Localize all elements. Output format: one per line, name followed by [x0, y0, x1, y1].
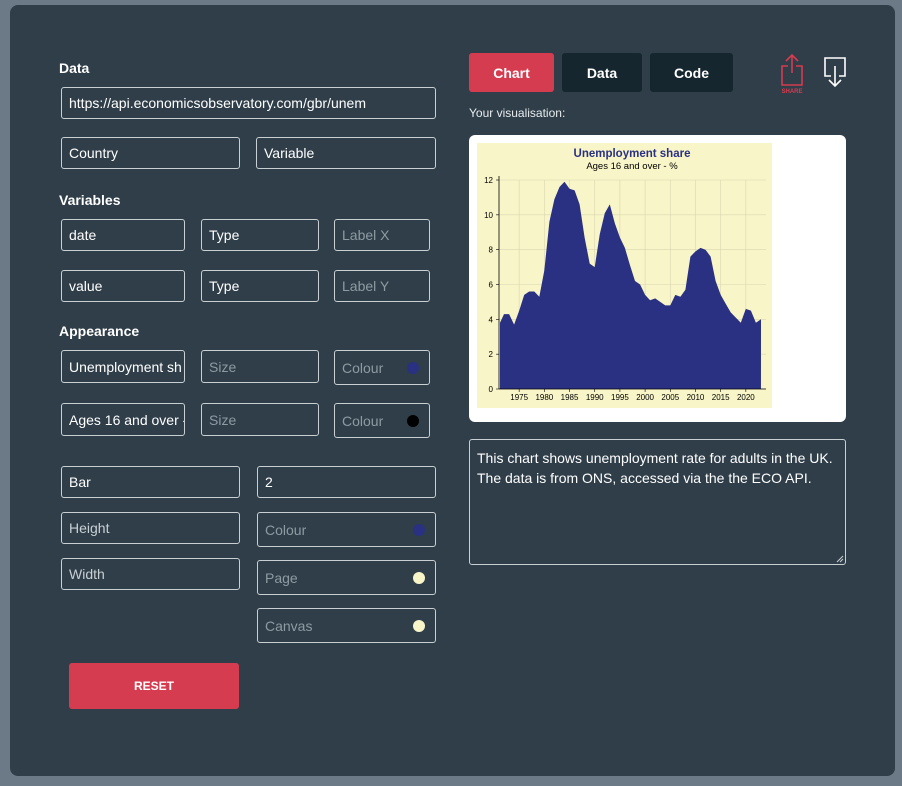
tab-data[interactable]: Data [562, 53, 642, 92]
y-variable-input[interactable]: value [61, 270, 185, 302]
x-tick-label: 1995 [611, 393, 629, 402]
y-tick-label: 8 [489, 246, 494, 255]
canvas-colour-input[interactable]: Canvas [257, 608, 436, 643]
description-textarea[interactable]: This chart shows unemployment rate for a… [469, 439, 846, 565]
share-label: SHARE [781, 89, 803, 95]
resize-handle-icon[interactable] [836, 555, 844, 563]
chart-axes [498, 176, 766, 390]
page-colour-swatch[interactable] [413, 571, 425, 584]
tab-code[interactable]: Code [650, 53, 733, 92]
variables-section-label: Variables [59, 192, 121, 208]
chart-type-input[interactable]: Bar [61, 466, 240, 498]
y-tick-label: 2 [489, 350, 494, 359]
title-colour-swatch[interactable] [407, 361, 419, 374]
bar-width-input[interactable]: 2 [257, 466, 436, 498]
x-tick-label: 2005 [661, 393, 679, 402]
visualisation-label: Your visualisation: [469, 106, 566, 120]
subtitle-colour-label: Colour [342, 412, 384, 429]
chart-title: Unemployment share [574, 148, 691, 160]
subtitle-colour-input[interactable]: Colour [334, 403, 430, 438]
data-section-label: Data [59, 60, 90, 76]
page-colour-input[interactable]: Page [257, 560, 436, 595]
tab-chart[interactable]: Chart [469, 53, 554, 92]
x-tick-label: 2015 [712, 393, 730, 402]
y-tick-label: 4 [489, 315, 494, 324]
canvas-colour-label: Canvas [265, 617, 313, 634]
y-tick-label: 10 [484, 211, 493, 220]
x-tick-label: 2020 [737, 393, 755, 402]
description-text: This chart shows unemployment rate for a… [477, 450, 833, 486]
chart-subtitle: Ages 16 and over - % [586, 161, 678, 172]
x-tick-label: 1980 [535, 393, 553, 402]
title-colour-input[interactable]: Colour [334, 350, 430, 385]
unemployment-chart: Unemployment share Ages 16 and over - % … [477, 143, 772, 408]
y-tick-label: 6 [489, 281, 494, 290]
share-icon[interactable] [780, 53, 804, 87]
subtitle-size-input[interactable]: Size [201, 403, 319, 436]
x-tick-label: 1990 [586, 393, 604, 402]
subtitle-input[interactable]: Ages 16 and over - [61, 403, 185, 436]
x-tick-label: 1975 [510, 393, 528, 402]
canvas-colour-swatch[interactable] [413, 619, 425, 632]
series-area [500, 181, 761, 389]
y-tick-label: 0 [489, 385, 494, 394]
api-url-input[interactable]: https://api.economicsobservatory.com/gbr… [61, 87, 436, 119]
reset-button[interactable]: RESET [69, 663, 239, 709]
bar-colour-swatch[interactable] [413, 523, 425, 536]
subtitle-colour-swatch[interactable] [407, 414, 419, 427]
y-type-input[interactable]: Type [201, 270, 319, 302]
appearance-section-label: Appearance [59, 323, 140, 339]
page-colour-label: Page [265, 569, 298, 586]
download-icon[interactable] [823, 56, 847, 88]
chart-card: Unemployment share Ages 16 and over - % … [469, 135, 846, 422]
y-tick-label: 12 [484, 176, 493, 185]
x-label-input[interactable]: Label X [334, 219, 430, 251]
chart-ticks: 0 2 4 6 8 10 12 1975 1980 1985 1990 1995 2000 2005 201… [484, 176, 755, 402]
width-input[interactable]: Width [61, 558, 240, 590]
bar-colour-input[interactable]: Colour [257, 512, 436, 547]
title-input[interactable]: Unemployment sh [61, 350, 185, 383]
x-variable-input[interactable]: date [61, 219, 185, 251]
country-input[interactable]: Country [61, 137, 240, 169]
variable-input[interactable]: Variable [256, 137, 436, 169]
x-tick-label: 2000 [636, 393, 654, 402]
x-tick-label: 1985 [561, 393, 579, 402]
bar-colour-label: Colour [265, 521, 307, 538]
title-size-input[interactable]: Size [201, 350, 319, 383]
x-type-input[interactable]: Type [201, 219, 319, 251]
x-tick-label: 2010 [687, 393, 705, 402]
height-input[interactable]: Height [61, 512, 240, 544]
title-colour-label: Colour [342, 359, 384, 376]
y-label-input[interactable]: Label Y [334, 270, 430, 302]
